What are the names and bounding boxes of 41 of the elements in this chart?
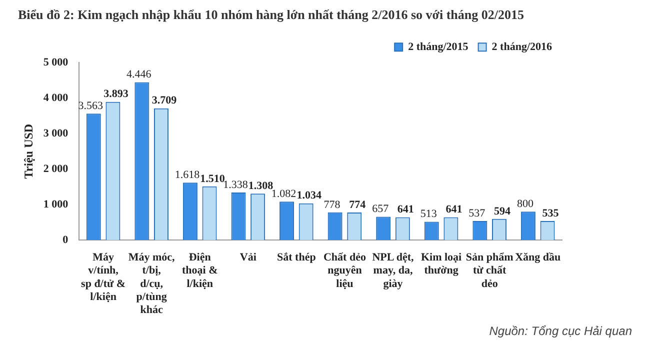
x-tick-label: Sắt thép xyxy=(277,251,316,264)
chart-title: Biểu đồ 2: Kim ngạch nhập khẩu 10 nhóm hàng lớn nhất tháng 2/2016 so với tháng 02/2015 xyxy=(18,7,525,22)
x-tick-label: Sản phẩm từ chất dẻo xyxy=(466,251,514,290)
y-tick-label: 4 000 xyxy=(43,92,69,104)
y-axis-title: Triệu USD xyxy=(21,124,36,179)
y-tick-label: 2 000 xyxy=(43,162,69,175)
data-label: 1.082 xyxy=(271,188,296,200)
data-label: 778 xyxy=(324,198,341,211)
legend-label: 2 tháng/2016 xyxy=(492,40,552,53)
data-label: 800 xyxy=(516,198,534,210)
data-label: 513 xyxy=(420,208,438,220)
x-tick-label: NPL dệt, may, da, giày xyxy=(372,251,414,290)
data-label: 1.510 xyxy=(200,172,226,185)
data-label: 594 xyxy=(494,205,511,218)
data-label: 641 xyxy=(397,204,414,216)
x-tick-label: Máy v/tính, sp đ/tử & l/kiện xyxy=(81,251,126,304)
data-label: 535 xyxy=(542,207,560,220)
data-label: 3.563 xyxy=(78,100,104,112)
data-label: 537 xyxy=(468,207,486,220)
x-tick-label: Vải xyxy=(240,251,256,264)
data-label: 3.709 xyxy=(152,94,178,107)
legend-label: 2 tháng/2015 xyxy=(408,40,469,53)
data-label: 4.446 xyxy=(126,68,152,81)
x-tick-label: Kim loại thường xyxy=(420,251,462,277)
y-tick-label: 3 000 xyxy=(43,127,69,140)
data-label: 641 xyxy=(446,204,462,216)
data-label: 3.893 xyxy=(104,88,129,100)
x-tick-label: Xăng dầu xyxy=(515,251,561,264)
data-label: 1.618 xyxy=(174,168,200,181)
y-tick-label: 0 xyxy=(62,234,69,246)
data-label: 1.308 xyxy=(248,180,274,192)
data-label: 1.034 xyxy=(296,190,322,202)
y-tick-label: 1 000 xyxy=(43,198,69,210)
text: Nguồn: Tổng cục Hải quan xyxy=(489,324,632,338)
x-tick-label: Máy móc, t/bị, d/cụ, p/tùng khác xyxy=(128,251,176,316)
data-label: 1.338 xyxy=(223,178,248,191)
y-tick-label: 5 000 xyxy=(43,56,69,68)
x-tick-label: Điện thoại & l/kiện xyxy=(182,251,218,290)
data-label: 657 xyxy=(372,203,390,216)
data-label: 774 xyxy=(349,198,366,211)
x-tick-label: Chất dẻo nguyên liệu xyxy=(323,251,366,290)
